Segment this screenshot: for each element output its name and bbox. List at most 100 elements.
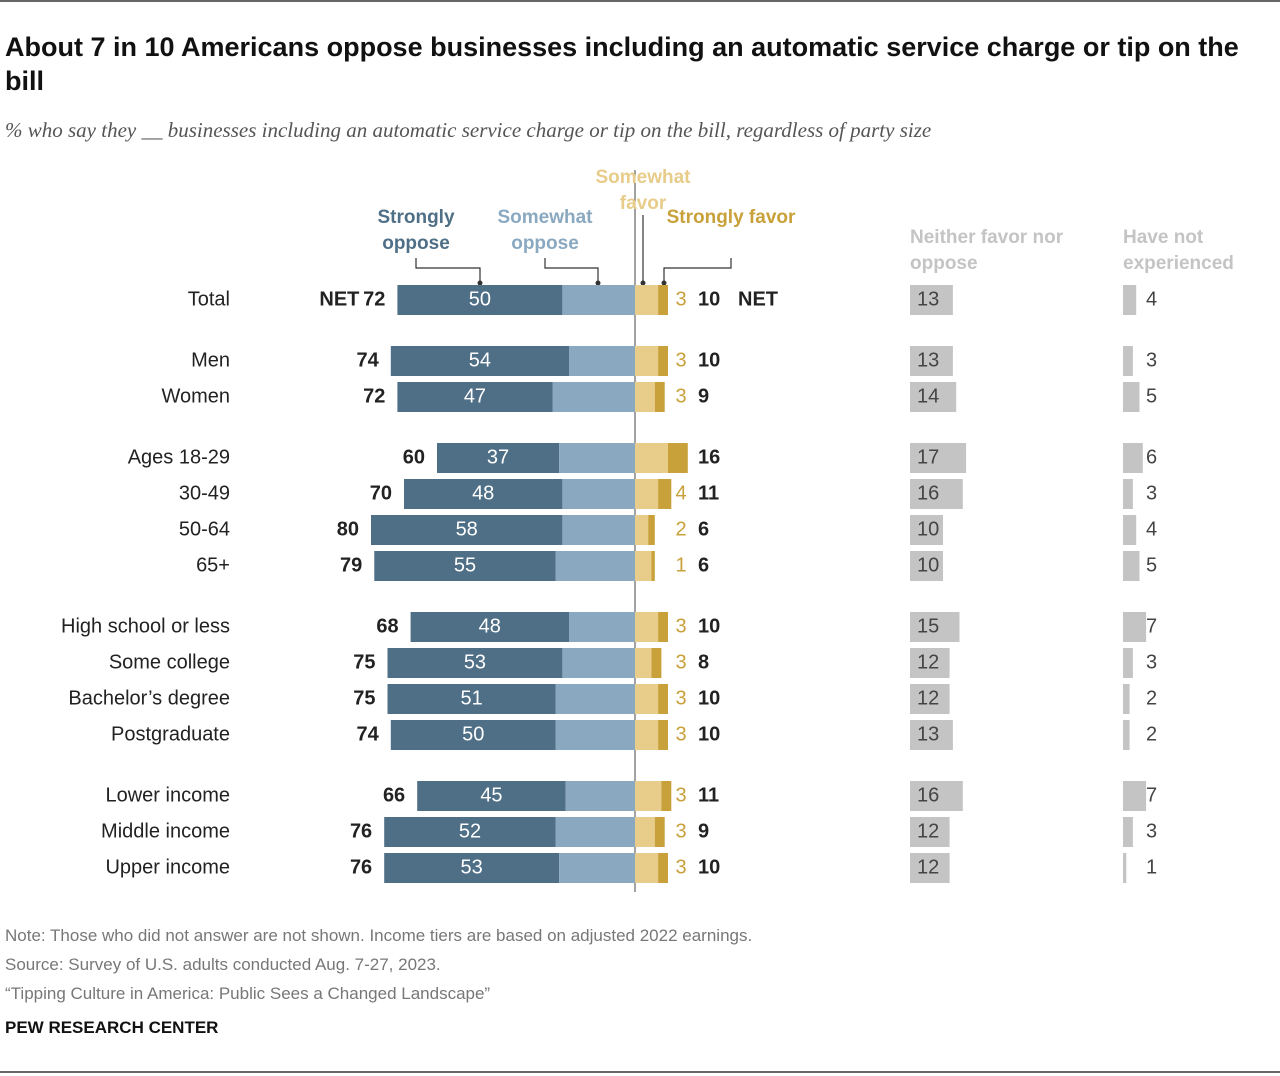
bar [658, 684, 668, 714]
leader [415, 258, 481, 283]
net-label: 8 [698, 651, 709, 673]
value-label: 53 [464, 651, 486, 673]
value-label: 50 [462, 723, 484, 745]
net-word: NET [319, 288, 359, 310]
net-label: 10 [698, 687, 720, 709]
value-label: 48 [472, 482, 494, 504]
value-label: 12 [917, 856, 939, 878]
bar [635, 648, 652, 678]
value-label: 14 [917, 385, 939, 407]
bar [387, 648, 563, 678]
bar [910, 817, 950, 847]
net-label: 10 [698, 856, 720, 878]
bar [910, 612, 960, 642]
category-label: Postgraduate [111, 723, 230, 745]
bar [635, 382, 655, 412]
bar [658, 612, 668, 642]
bar [1123, 346, 1133, 376]
legend-label: Neither favor nor oppose [910, 227, 1064, 274]
category-label: Lower income [105, 784, 230, 806]
value-label: 52 [459, 820, 481, 842]
bar [635, 853, 659, 883]
value-label: 12 [917, 687, 939, 709]
legend-label: Strongly favor [666, 207, 796, 228]
value-label: 45 [480, 784, 502, 806]
net-label: 66 [383, 784, 405, 806]
bar [654, 382, 665, 412]
value-label: 47 [464, 385, 486, 407]
bar [635, 346, 659, 376]
bar [552, 382, 635, 412]
net-label: 6 [698, 554, 709, 576]
value-label: 5 [1146, 385, 1157, 407]
value-label: 54 [469, 349, 491, 371]
bar [384, 817, 556, 847]
net-label: 10 [698, 288, 720, 310]
legend-label: Have not experienced [1123, 227, 1234, 274]
bar [635, 817, 655, 847]
category-label: 30-49 [179, 482, 230, 504]
category-label: Women [161, 385, 230, 407]
value-label: 12 [917, 820, 939, 842]
net-label: 76 [350, 856, 372, 878]
category-label: Some college [109, 651, 230, 673]
bar [1123, 479, 1133, 509]
bar [1123, 853, 1127, 883]
bar [635, 515, 649, 545]
value-label: 2 [675, 518, 686, 540]
bar [910, 781, 963, 811]
bar [635, 479, 659, 509]
value-label: 50 [469, 288, 491, 310]
value-label: 3 [675, 615, 686, 637]
bar [635, 612, 659, 642]
value-label: 7 [1146, 615, 1157, 637]
bar [635, 781, 662, 811]
bar [397, 382, 553, 412]
net-label: 72 [363, 385, 385, 407]
bar [559, 443, 635, 473]
bar [668, 443, 688, 473]
leader-dots [477, 280, 667, 286]
leader [663, 258, 732, 283]
bar [371, 515, 563, 545]
net-label: 76 [350, 820, 372, 842]
bar [658, 346, 668, 376]
value-label: 3 [675, 385, 686, 407]
bar [404, 479, 563, 509]
bar [1123, 648, 1133, 678]
value-label: 13 [917, 349, 939, 371]
bar [562, 648, 635, 678]
value-label: 17 [917, 446, 939, 468]
bar [410, 612, 569, 642]
value-label: 3 [675, 820, 686, 842]
value-label: 3 [1146, 349, 1157, 371]
bar [555, 817, 635, 847]
value-label: 15 [917, 615, 939, 637]
category-label: High school or less [61, 615, 230, 637]
value-label: 13 [917, 288, 939, 310]
bar [562, 285, 635, 315]
net-label: 60 [403, 446, 425, 468]
net-label: 72 [363, 288, 385, 310]
category-label: Men [191, 349, 230, 371]
net-label: 68 [376, 615, 398, 637]
bar [1123, 684, 1130, 714]
source: Source: Survey of U.S. adults conducted … [5, 955, 441, 974]
value-label: 2 [1146, 687, 1157, 709]
legend-label: Somewhat favor [595, 167, 691, 214]
value-label: 55 [454, 554, 476, 576]
bar [569, 612, 635, 642]
category-label: 65+ [196, 554, 230, 576]
bar [562, 479, 635, 509]
bar [910, 684, 950, 714]
net-label: 10 [698, 723, 720, 745]
bar [417, 781, 566, 811]
value-label: 4 [1146, 518, 1157, 540]
bar [397, 285, 563, 315]
category-label: Ages 18-29 [128, 446, 230, 468]
bar [648, 515, 655, 545]
net-label: 74 [357, 349, 380, 371]
bar [555, 684, 635, 714]
net-word: NET [738, 288, 778, 310]
